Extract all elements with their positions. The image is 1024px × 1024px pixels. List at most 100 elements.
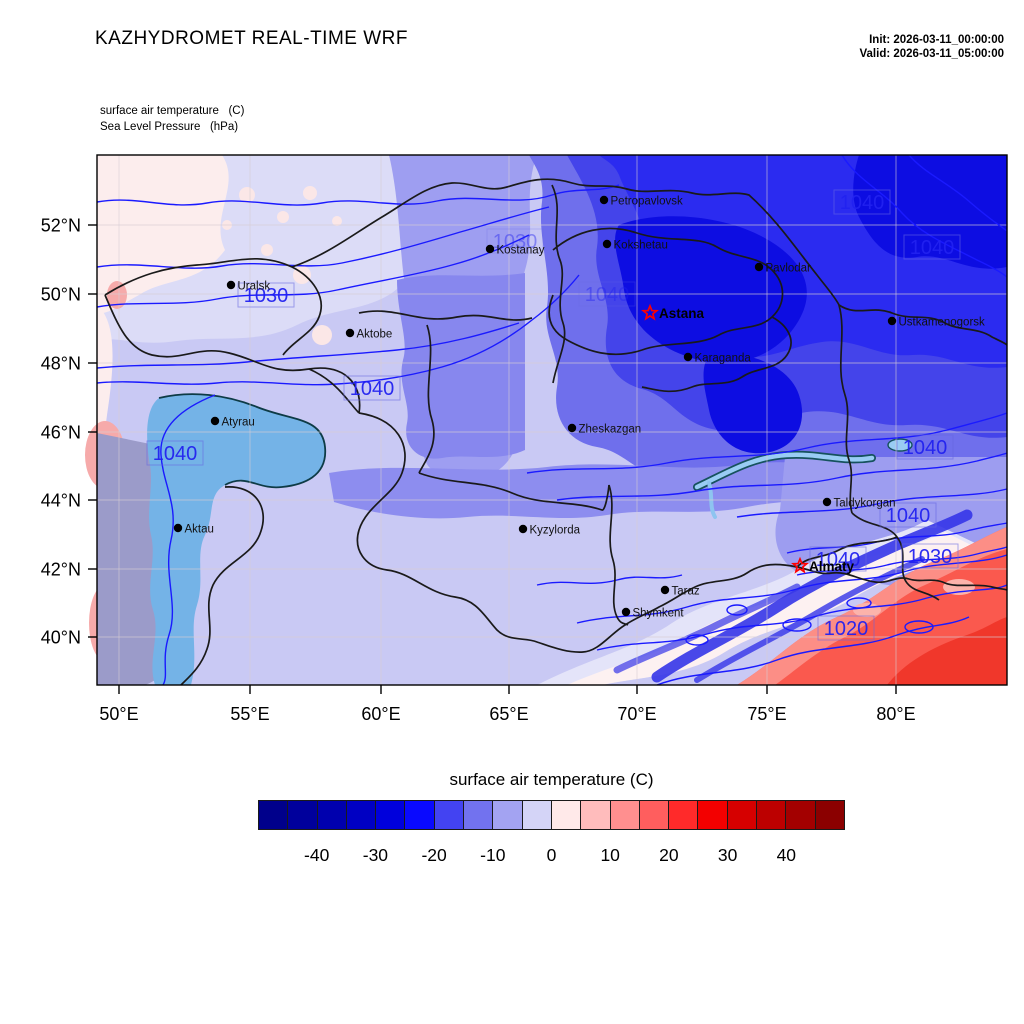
city-marker: Petropavlovsk (599, 195, 683, 207)
city-dot-icon (518, 524, 528, 534)
city-marker: Kokshetau (602, 239, 668, 251)
isobar-label: 1040 (896, 434, 954, 460)
city-marker: Kostanay (485, 244, 545, 256)
city-dot-icon (210, 416, 220, 426)
y-axis-label: 40°N (41, 627, 81, 647)
city-label: Uralsk (238, 280, 271, 292)
national-borders (104, 178, 1008, 686)
x-axis-label: 65°E (489, 704, 528, 724)
isobar-label-box (896, 434, 954, 460)
graticule (97, 155, 1007, 685)
isobar-label: 1030 (486, 228, 544, 254)
y-axis-label: 50°N (41, 284, 81, 304)
colorbar-cell (258, 800, 289, 830)
isobar-label: 1040 (833, 189, 891, 215)
isobar-label-box (901, 543, 959, 569)
city-marker: Kyzylorda (518, 524, 581, 536)
colorbar-cell (316, 800, 347, 830)
city-marker: Uralsk (226, 280, 271, 292)
field-label-temperature: surface air temperature (C) (100, 105, 245, 117)
x-axis-label: 80°E (876, 704, 915, 724)
isobar-label-text: 1030 (493, 231, 538, 253)
city-label: Kokshetau (614, 239, 668, 251)
colorbar-tick-label: 30 (717, 845, 738, 865)
colorbar-tick-label: -30 (362, 845, 389, 865)
lake-balkhash (693, 450, 876, 491)
colorbar-cell (756, 800, 787, 830)
city-label: Shymkent (633, 607, 685, 619)
isobar-label-text: 1040 (153, 443, 198, 465)
isobar-label-box (879, 502, 937, 528)
colorbar-cell (726, 800, 758, 830)
isobar-label-text: 1040 (903, 437, 948, 459)
city-marker: Taraz (660, 585, 700, 597)
isobar-label-box (343, 375, 401, 401)
city-dot-icon (754, 262, 764, 272)
colorbar-cell (550, 800, 582, 830)
colorbar-tick-label: 40 (776, 845, 797, 865)
colorbar-tick-label: 10 (600, 845, 620, 865)
city-dot-icon (660, 585, 670, 595)
colorbar-cell (668, 800, 699, 830)
colorbar-tick-label: -20 (421, 845, 447, 865)
isobar-label: 1040 (578, 281, 636, 307)
isobar-label-text: 1040 (585, 284, 630, 306)
isobar-label-text: 1040 (350, 378, 395, 400)
init-timestamp: Init: 2026-03-11_00:00:00 (869, 34, 1004, 46)
x-axis-label: 55°E (230, 704, 269, 724)
city-label: Kyzylorda (530, 524, 581, 536)
colorbar-cell (492, 800, 523, 830)
city-label: Pavlodar (766, 262, 812, 274)
city-label: Petropavlovsk (611, 195, 683, 207)
isobar-label: 1040 (879, 502, 937, 528)
colorbar-tick-label: -40 (304, 845, 330, 865)
legend-title: surface air temperature (C) (449, 770, 654, 789)
colorbar-cell (521, 800, 552, 830)
x-axis-label: 75°E (747, 704, 786, 724)
city-label: Taraz (672, 585, 700, 597)
city-dot-icon (173, 523, 183, 533)
city-marker: Aktau (173, 523, 214, 535)
isobar-label: 1040 (146, 440, 204, 466)
city-dot-icon (485, 244, 495, 254)
colorbar-cell (375, 800, 406, 830)
city-label: Aktau (185, 523, 214, 535)
city-marker: Atyrau (210, 416, 255, 428)
colorbar-cell (814, 800, 845, 830)
isobar-label: 1040 (809, 546, 867, 572)
city-label: Almaty (809, 559, 855, 574)
y-axis-label: 46°N (41, 422, 81, 442)
capital-city-marker: Astana (641, 303, 705, 321)
colorbar-cell (463, 800, 494, 830)
city-marker: Karaganda (683, 352, 751, 364)
city-dot-icon (345, 328, 355, 338)
colorbar-cell (580, 800, 611, 830)
city-dot-icon (822, 497, 832, 507)
city-label: Kostanay (497, 244, 545, 256)
colorbar-cell (697, 800, 728, 830)
city-label: Astana (659, 306, 705, 321)
field-label-pressure: Sea Level Pressure (hPa) (100, 121, 239, 133)
x-axis-label: 60°E (361, 704, 400, 724)
city-dot-icon (226, 280, 236, 290)
y-axis-label: 44°N (41, 490, 81, 510)
isobar-label-text: 1040 (886, 505, 931, 527)
city-dot-icon (567, 423, 577, 433)
isobar-label-box (146, 440, 204, 466)
city-marker: Ustkamenogorsk (887, 316, 985, 328)
colorbar-tick-label: 0 (546, 845, 557, 865)
colorbar-cell (404, 800, 435, 830)
isobar-label-box (903, 234, 961, 260)
x-axis-label: 50°E (99, 704, 138, 724)
capital-star-icon (641, 303, 659, 321)
city-label: Zheskazgan (579, 423, 642, 435)
colorbar-cell (785, 800, 816, 830)
isobar-label-box (578, 281, 636, 307)
colorbar-cell (345, 800, 377, 830)
isobar-label-box (809, 546, 867, 572)
isobar-label: 1020 (817, 615, 875, 641)
capital-city-marker: Almaty (791, 556, 855, 574)
city-dot-icon (683, 352, 693, 362)
colorbar-tick-label: -10 (480, 845, 506, 865)
map-frame (96, 154, 1008, 686)
